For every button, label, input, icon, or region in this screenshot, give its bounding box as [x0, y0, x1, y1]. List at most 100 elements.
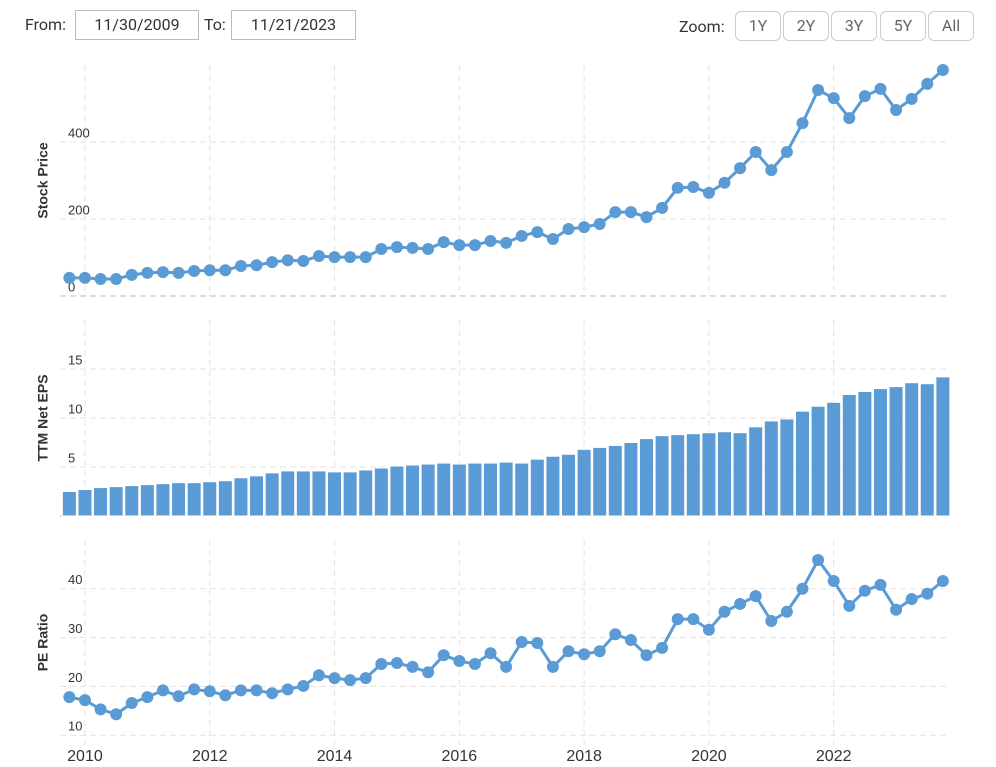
point — [125, 268, 138, 281]
point — [250, 259, 263, 272]
point — [234, 259, 247, 272]
point — [702, 623, 715, 636]
bar — [514, 462, 530, 517]
point — [936, 575, 949, 587]
point — [390, 241, 403, 254]
zoom-button[interactable]: All — [928, 11, 974, 41]
bar — [919, 383, 935, 517]
point — [687, 181, 700, 194]
bar — [654, 435, 670, 517]
point — [562, 645, 575, 658]
point — [515, 229, 528, 242]
point — [188, 683, 201, 696]
point — [406, 660, 419, 673]
bar — [826, 401, 842, 517]
bar — [451, 463, 467, 517]
point — [453, 239, 466, 252]
point — [328, 251, 341, 264]
zoom-button[interactable]: 3Y — [831, 11, 877, 41]
point — [702, 186, 715, 199]
point — [422, 666, 435, 679]
point — [110, 273, 123, 286]
bar — [779, 418, 795, 517]
bar — [498, 461, 514, 517]
point — [765, 615, 778, 628]
point — [110, 708, 123, 721]
bar — [233, 477, 249, 517]
bar — [748, 426, 764, 517]
point — [874, 82, 887, 95]
bar — [483, 462, 499, 517]
bar — [295, 470, 311, 517]
bar — [717, 431, 732, 517]
x-tick-label: 2022 — [816, 748, 852, 765]
point — [609, 628, 622, 641]
point — [578, 648, 591, 661]
point — [656, 201, 669, 214]
point — [905, 92, 918, 105]
y-tick-label: 40 — [68, 572, 82, 587]
y-tick-label: 0 — [68, 279, 75, 294]
bar — [139, 484, 155, 517]
bar — [935, 376, 951, 517]
bar — [342, 471, 358, 517]
point — [468, 657, 481, 670]
bar — [249, 475, 265, 517]
point — [578, 221, 591, 234]
point — [437, 236, 450, 249]
point — [63, 691, 76, 704]
point — [453, 655, 466, 668]
bar — [217, 480, 233, 517]
y-tick-label: 30 — [68, 621, 82, 636]
bar — [93, 487, 109, 517]
point — [344, 251, 357, 264]
point — [141, 266, 154, 279]
point — [874, 578, 887, 591]
from-label: From: — [25, 15, 66, 34]
bar — [124, 485, 140, 517]
zoom-button[interactable]: 1Y — [735, 11, 781, 41]
from-input[interactable]: 11/30/2009 — [75, 10, 199, 40]
point — [734, 162, 747, 175]
bar — [685, 433, 701, 517]
point — [921, 587, 934, 600]
point — [812, 84, 825, 97]
point — [406, 241, 419, 254]
zoom-button[interactable]: 5Y — [880, 11, 926, 41]
bar — [607, 444, 623, 517]
point — [780, 605, 793, 618]
y-tick-label: 200 — [68, 202, 90, 217]
point — [266, 256, 279, 269]
point — [156, 684, 169, 697]
point — [843, 599, 856, 612]
point — [484, 234, 497, 247]
point — [890, 603, 903, 616]
point — [78, 271, 91, 284]
point — [796, 582, 809, 595]
to-input[interactable]: 11/21/2023 — [231, 10, 356, 40]
point — [718, 176, 731, 189]
point — [328, 672, 341, 685]
point — [593, 645, 606, 658]
bar — [389, 465, 405, 517]
zoom-button[interactable]: 2Y — [783, 11, 829, 41]
bar — [436, 462, 452, 517]
point — [281, 254, 294, 267]
bar — [857, 391, 873, 517]
point — [156, 266, 169, 279]
point — [827, 575, 840, 587]
point — [172, 690, 185, 703]
point — [234, 684, 247, 697]
point — [531, 636, 544, 649]
point — [640, 649, 653, 662]
x-tick-label: 2010 — [67, 748, 103, 765]
point — [921, 77, 934, 90]
point — [297, 679, 310, 692]
bar — [467, 462, 483, 517]
point — [827, 92, 840, 105]
bar — [420, 463, 436, 517]
bar — [155, 483, 171, 517]
point — [671, 181, 684, 194]
bar — [701, 432, 717, 517]
